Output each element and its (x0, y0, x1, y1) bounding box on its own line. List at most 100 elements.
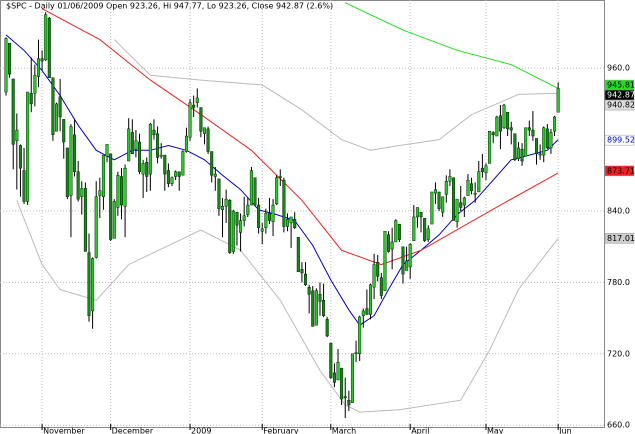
candle-body (134, 140, 138, 150)
candle-body (437, 191, 441, 209)
candle-body (368, 284, 372, 315)
candle-body (520, 148, 524, 162)
candle-body (509, 127, 513, 131)
candle-body (260, 228, 264, 232)
candle-body (69, 126, 73, 196)
candle-body (365, 308, 369, 315)
candle-body (412, 216, 416, 241)
candle-body (484, 165, 488, 174)
candle-body (217, 178, 221, 209)
candle-body (152, 129, 156, 136)
candle-body (253, 177, 257, 206)
candle-body (87, 252, 91, 316)
candle-body (44, 14, 48, 61)
candle-body (163, 154, 167, 175)
candle-body (506, 112, 510, 130)
candle-body (332, 372, 336, 383)
candle-body (83, 188, 87, 252)
candle-body (423, 217, 427, 241)
candle-body (40, 58, 44, 62)
candle-body (94, 196, 98, 258)
candle-body (199, 107, 203, 132)
candle-body (148, 123, 152, 175)
candle-body (264, 213, 268, 228)
candle-body (553, 116, 557, 132)
candle-body (542, 127, 546, 156)
price-label: 945.818 (607, 81, 635, 90)
price-label: 899.526 (607, 136, 635, 145)
candle-body (426, 228, 430, 240)
x-tick-label: November (43, 427, 85, 434)
candle-body (419, 211, 423, 218)
candle-body (18, 145, 22, 169)
candle-body (130, 132, 134, 155)
candle-body (98, 190, 102, 196)
candle-body (192, 104, 196, 108)
candle-body (535, 138, 539, 155)
price-box (604, 99, 635, 111)
indicator-line (16, 200, 559, 413)
candle-body (170, 177, 174, 184)
candle-body (285, 219, 289, 227)
candle-body (513, 133, 517, 161)
candle-body (488, 131, 492, 164)
candle-body (531, 129, 535, 137)
candle-body (545, 128, 549, 149)
candle-body (116, 175, 120, 208)
candle-body (231, 210, 235, 252)
candle-body (174, 171, 178, 177)
candle-body (275, 177, 279, 205)
y-tick-label: 780.0 (607, 278, 630, 287)
plot-frame (0, 0, 605, 428)
candle-body (379, 277, 383, 296)
candle-body (466, 179, 470, 196)
candle-body (527, 127, 531, 131)
candle-body (166, 170, 170, 184)
x-tick-label: Jun (558, 427, 572, 434)
candle-body (293, 219, 297, 228)
price-box (604, 233, 635, 244)
indicator-line (344, 2, 559, 89)
candle-body (430, 191, 434, 225)
candle-body (524, 127, 528, 157)
candle-body (73, 134, 77, 172)
candle-body (300, 269, 304, 274)
candle-body (329, 342, 333, 378)
candle-body (387, 234, 391, 252)
candle-body (304, 273, 308, 285)
candle-body (26, 91, 30, 202)
candle-body (354, 352, 358, 355)
candle-body (336, 361, 340, 381)
x-tick-label: April (411, 427, 429, 434)
candle-body (55, 103, 59, 132)
candle-body (347, 400, 351, 406)
price-label: 940.821 (607, 101, 635, 110)
candle-body (29, 92, 33, 105)
candle-body (145, 162, 149, 177)
candle-body (80, 188, 84, 197)
candle-body (401, 246, 405, 275)
candle-body (477, 171, 481, 193)
candle-body (224, 198, 228, 207)
candle-body (415, 207, 419, 218)
x-tick-label: December (112, 427, 154, 434)
candle-body (473, 192, 477, 195)
candle-body (181, 151, 185, 176)
candle-body (322, 300, 326, 316)
candle-body (58, 96, 62, 118)
candle-body (372, 264, 376, 288)
candle-body (105, 144, 109, 157)
candle-body (62, 119, 66, 143)
candle-body (397, 223, 401, 240)
candle-body (112, 201, 116, 239)
x-tick-label: February (263, 427, 299, 434)
candle-body (184, 135, 188, 152)
candle-body (470, 183, 474, 191)
candle-body (65, 147, 69, 197)
candle-body (452, 177, 456, 221)
candle-body (495, 116, 499, 137)
candle-body (433, 189, 437, 194)
price-box (604, 165, 635, 177)
candle-body (267, 213, 271, 221)
